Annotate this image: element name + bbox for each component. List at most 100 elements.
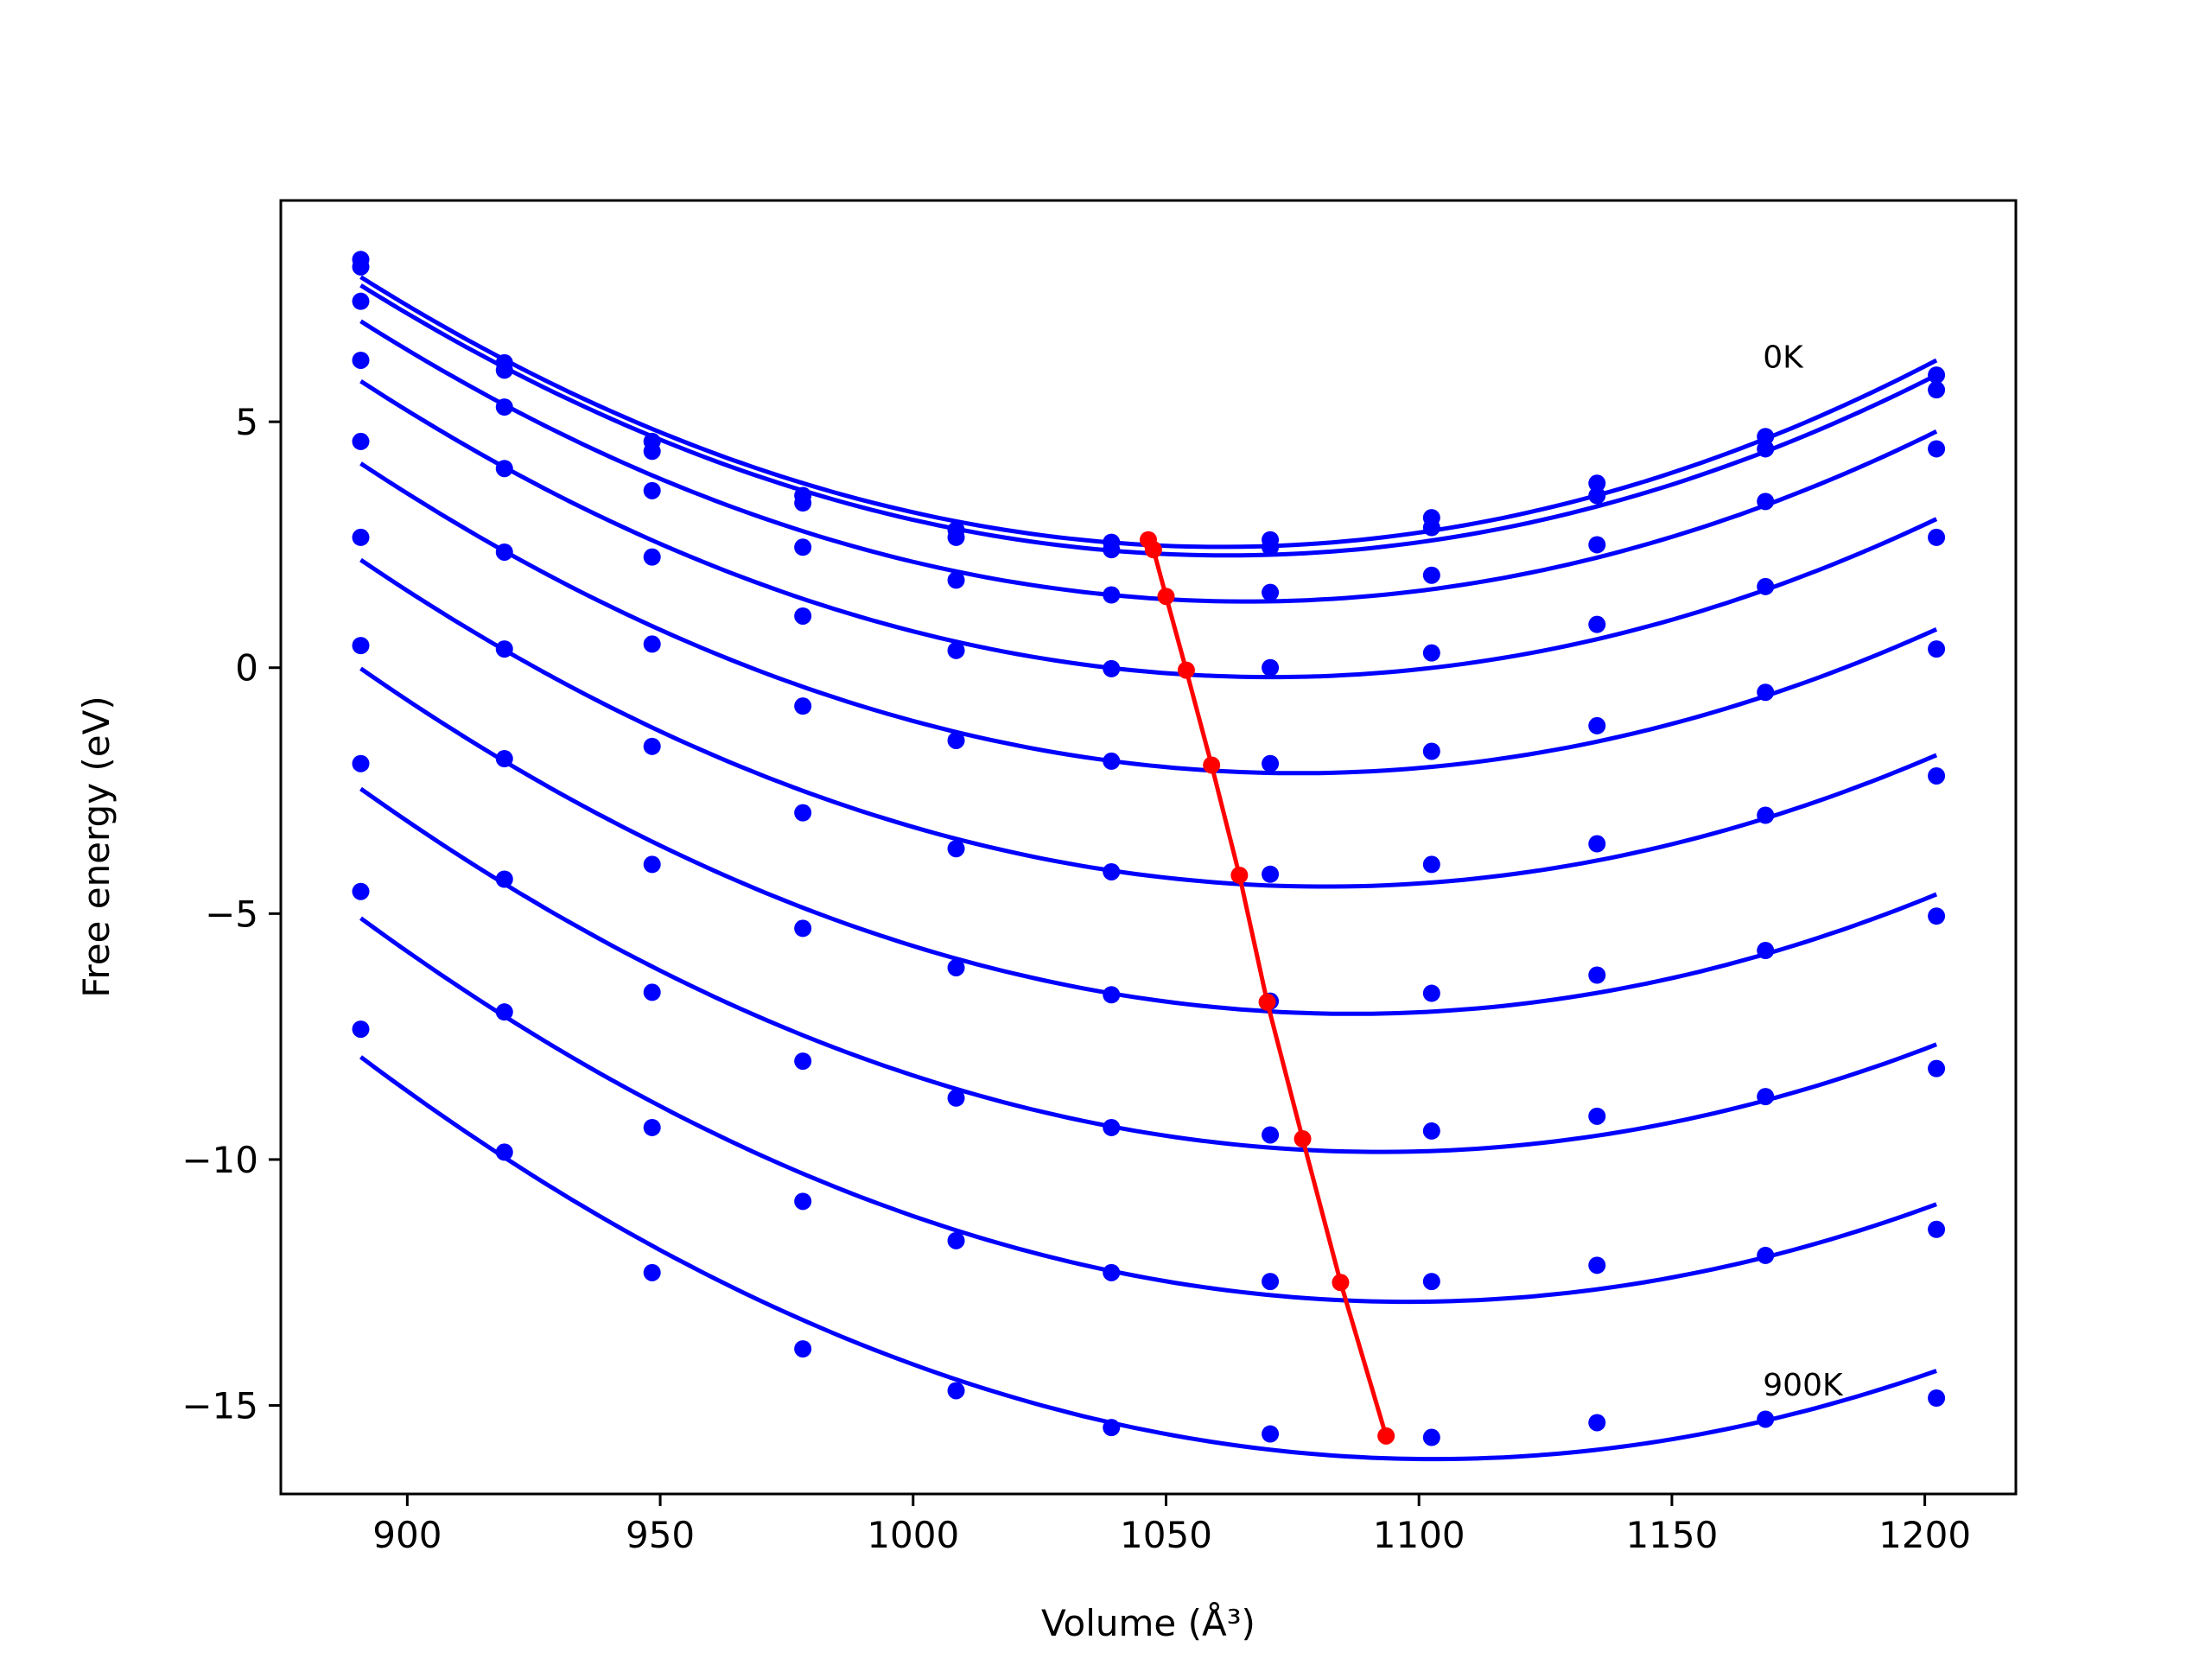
data-point <box>1928 1389 1946 1408</box>
data-point <box>1928 1059 1946 1077</box>
data-point <box>1757 683 1775 702</box>
data-point <box>794 494 812 512</box>
annotations: 0K 900K <box>1763 340 1844 1404</box>
plot-frame <box>279 199 2018 1496</box>
data-point <box>352 528 370 546</box>
data-point <box>947 641 965 659</box>
data-point <box>495 398 513 416</box>
x-axis-label: Volume (Å³) <box>1041 1601 1255 1644</box>
data-point <box>1928 766 1946 785</box>
data-point <box>1588 615 1606 633</box>
data-point <box>352 257 370 276</box>
data-point <box>1588 716 1606 734</box>
data-point <box>794 919 812 938</box>
data-point <box>1757 577 1775 595</box>
x-tick-label: 900 <box>372 1514 442 1556</box>
data-point <box>1588 835 1606 853</box>
minimum-point <box>1157 588 1175 606</box>
fit-curve-6 <box>359 666 1938 1016</box>
data-point <box>352 292 370 310</box>
plot-area <box>352 251 1946 1462</box>
data-point <box>1422 1428 1440 1446</box>
minimum-point <box>1332 1274 1350 1292</box>
x-tick-label: 950 <box>626 1514 695 1556</box>
fit-curve-7 <box>359 786 1938 1154</box>
data-point <box>947 571 965 589</box>
data-point <box>1928 1220 1946 1238</box>
data-point <box>643 983 661 1001</box>
data-point <box>1422 518 1440 537</box>
x-axis-ticks: 900 950 1000 1050 1100 1150 1200 <box>372 1494 1971 1556</box>
data-point <box>1928 528 1946 546</box>
data-point <box>352 754 370 772</box>
data-point <box>794 1340 812 1358</box>
data-point <box>643 635 661 653</box>
data-point <box>352 351 370 369</box>
data-point <box>643 481 661 499</box>
data-point <box>1262 583 1280 601</box>
data-point <box>1757 440 1775 458</box>
curve-annotation: 0K <box>1763 340 1804 376</box>
data-point <box>1928 440 1946 458</box>
x-tick-label: 1100 <box>1373 1514 1465 1556</box>
data-point <box>794 697 812 715</box>
data-point <box>495 1003 513 1021</box>
data-point <box>947 731 965 749</box>
x-tick-label: 1000 <box>867 1514 959 1556</box>
data-point <box>1588 474 1606 493</box>
fit-curve-3 <box>359 378 1938 680</box>
data-point <box>1588 486 1606 505</box>
data-point <box>1928 907 1946 925</box>
minimum-point <box>1230 866 1249 884</box>
fit-curve-9 <box>359 1055 1937 1462</box>
data-point <box>794 538 812 556</box>
data-point <box>1262 658 1280 677</box>
data-point <box>1422 1122 1440 1140</box>
y-tick-label: 5 <box>235 401 258 443</box>
data-point <box>1757 493 1775 511</box>
data-point <box>947 1089 965 1107</box>
data-point <box>1103 586 1121 604</box>
data-point <box>794 1192 812 1211</box>
data-point <box>1422 1273 1440 1291</box>
data-point <box>1757 1088 1775 1106</box>
data-point <box>794 607 812 625</box>
data-point <box>794 804 812 822</box>
minimum-point <box>1177 661 1195 679</box>
data-point <box>1757 428 1775 446</box>
data-point <box>1757 942 1775 960</box>
data-point <box>947 528 965 546</box>
minima-line <box>1146 538 1389 1437</box>
data-point <box>495 361 513 379</box>
data-point <box>1588 1256 1606 1274</box>
x-tick-label: 1150 <box>1625 1514 1718 1556</box>
data-point <box>352 882 370 900</box>
data-point <box>1103 1118 1121 1136</box>
data-point <box>1262 865 1280 883</box>
data-point <box>947 1231 965 1249</box>
y-tick-label: −15 <box>181 1385 258 1427</box>
data-point <box>947 1382 965 1400</box>
data-point <box>1103 986 1121 1004</box>
data-point <box>1262 1425 1280 1443</box>
data-point <box>1262 1126 1280 1144</box>
curve-annotation: 900K <box>1763 1368 1844 1403</box>
minimum-point <box>1294 1130 1312 1148</box>
fit-curve-5 <box>359 557 1938 889</box>
minimum-point <box>1258 993 1276 1011</box>
y-axis-ticks: 5 0 −5 −10 −15 <box>181 401 281 1427</box>
data-point <box>1422 855 1440 874</box>
data-point <box>1422 566 1440 584</box>
data-point <box>495 750 513 768</box>
data-point <box>1103 862 1121 880</box>
fit-curve-2 <box>359 319 1938 604</box>
y-tick-label: 0 <box>235 647 258 690</box>
data-point <box>643 1263 661 1281</box>
data-point <box>1262 538 1280 556</box>
minimum-point <box>1203 756 1221 774</box>
data-point <box>352 637 370 655</box>
data-point <box>1103 659 1121 677</box>
data-point <box>947 958 965 976</box>
data-point <box>1928 640 1946 658</box>
